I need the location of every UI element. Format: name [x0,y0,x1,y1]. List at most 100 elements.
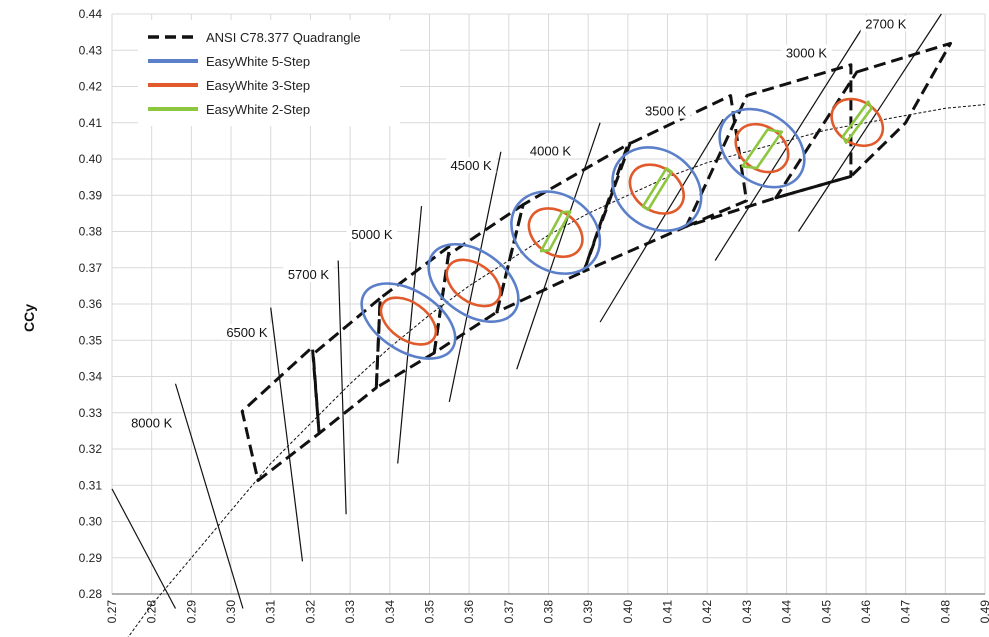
x-tick-label: 0.44 [780,600,794,624]
cct-label: 5700 K [288,267,330,282]
cct-label-background [126,414,177,431]
legend-entry-label: EasyWhite 3-Step [206,78,310,93]
cct-labels: 2700 K 3000 K 3500 K 4000 K 4500 K 5000 K 5700… [126,15,911,431]
isotemperature-line [111,488,177,609]
isotemperature-line [599,118,724,323]
isotemperature-line [448,151,502,402]
isotemperature-lines [111,13,942,609]
easywhite-5-step-ellipses [360,107,806,360]
ansi-quadrangle [684,63,853,228]
y-tick-label: 0.40 [79,152,103,166]
ansi-quadrangle [582,94,748,273]
y-tick-label: 0.31 [79,478,103,492]
y-tick-label: 0.41 [79,116,103,130]
easywhite-5-step-ellipse [510,190,602,275]
cct-label-background [283,265,334,282]
ansi-quadrangle [374,244,452,390]
easywhite-5-step-ellipse [611,146,703,233]
x-tick-label: 0.34 [383,600,397,624]
x-tick-label: 0.32 [303,600,317,624]
isotemperature-line [174,383,244,609]
easywhite-5-step-ellipse [427,242,520,323]
y-tick-label: 0.37 [79,261,103,275]
x-tick-label: 0.38 [542,600,556,624]
cct-label: 4000 K [530,144,572,159]
isotemperature-line [337,260,347,515]
easywhite-2-step-diamond [641,167,673,212]
y-tick-label: 0.35 [79,333,103,347]
cct-label-background [445,157,497,174]
y-tick-label: 0.43 [79,43,103,57]
x-tick-label: 0.31 [264,600,278,624]
easywhite-3-step-ellipse [527,207,584,259]
x-tick-label: 0.40 [621,600,635,624]
cct-label-background [640,102,691,119]
isotemperature-line [270,307,304,562]
y-tick-label: 0.29 [79,551,103,565]
cct-label: 6500 K [226,325,268,340]
x-tick-label: 0.48 [938,600,952,624]
isotemperature-line [797,13,942,232]
legend-entry-label: EasyWhite 5-Step [206,54,310,69]
ansi-quadrangle [774,41,952,200]
x-tick-label: 0.35 [422,600,436,624]
x-tick-label: 0.41 [661,600,675,624]
easywhite-2-step-diamonds [539,100,873,253]
easywhite-2-step-diamond [539,210,572,253]
x-tick-label: 0.37 [502,600,516,624]
ansi-quadrangle [240,345,321,482]
x-tick-label: 0.39 [581,600,595,624]
y-tick-label: 0.32 [79,442,103,456]
x-tick-label: 0.28 [145,600,159,624]
cct-label-background [781,44,832,61]
legend-entry-label: EasyWhite 2-Step [206,102,310,117]
x-tick-label: 0.45 [819,600,833,624]
y-tick-label: 0.38 [79,225,103,239]
x-tick-label: 0.43 [740,600,754,624]
isotemperature-line [397,206,423,464]
y-axis-label: CCy [21,304,37,332]
cct-label-background [525,142,576,159]
cct-label-background [860,15,911,32]
y-axis-tick-labels: 0.28 0.29 0.30 0.31 0.32 0.33 0.34 0.35 0.36 0.37… [79,7,103,601]
y-tick-label: 0.30 [79,515,103,529]
isotemperature-line [516,122,601,370]
y-tick-label: 0.34 [79,370,103,384]
chart-legend: ANSI C78.377 Quadrangle EasyWhite 5-Step E… [138,20,400,126]
easywhite-5-step-ellipse [718,107,806,189]
cct-label-background [221,323,273,340]
ansi-quadrangle [311,296,382,435]
y-tick-label: 0.36 [79,297,103,311]
easywhite-3-step-ellipse [379,296,438,346]
x-tick-label: 0.33 [343,600,357,624]
x-tick-label: 0.42 [700,600,714,624]
easywhite-3-step-ellipse [628,163,685,215]
easywhite-2-step-diamond [841,100,873,144]
isotemperature-line [714,28,863,261]
x-tick-label: 0.46 [859,600,873,624]
easywhite-5-step-ellipse [360,282,457,360]
y-tick-label: 0.44 [79,7,103,21]
x-tick-label: 0.47 [899,600,913,624]
cct-label: 3500 K [645,104,687,119]
cct-label: 4500 K [451,158,493,173]
ansi-quadrangles [240,41,952,482]
x-tick-label: 0.29 [184,600,198,624]
cct-label-background [346,225,398,242]
cct-label: 3000 K [786,46,828,61]
easywhite-3-step-ellipses [379,97,885,346]
x-tick-label: 0.30 [224,600,238,624]
x-tick-label: 0.36 [462,600,476,624]
x-tick-label: 0.49 [978,600,989,624]
cct-label: 5000 K [351,227,393,242]
y-tick-label: 0.39 [79,188,103,202]
x-axis-tick-labels: 0.27 0.28 0.29 0.30 0.31 0.32 0.33 0.34 0.35 0.36… [105,600,989,624]
cct-label: 8000 K [131,415,173,430]
x-tick-label: 0.27 [105,600,119,624]
y-tick-label: 0.28 [79,587,103,601]
y-tick-label: 0.33 [79,406,103,420]
cct-label: 2700 K [865,17,907,32]
easywhite-3-step-ellipse [445,258,502,308]
legend-entry-label: ANSI C78.377 Quadrangle [206,30,361,45]
